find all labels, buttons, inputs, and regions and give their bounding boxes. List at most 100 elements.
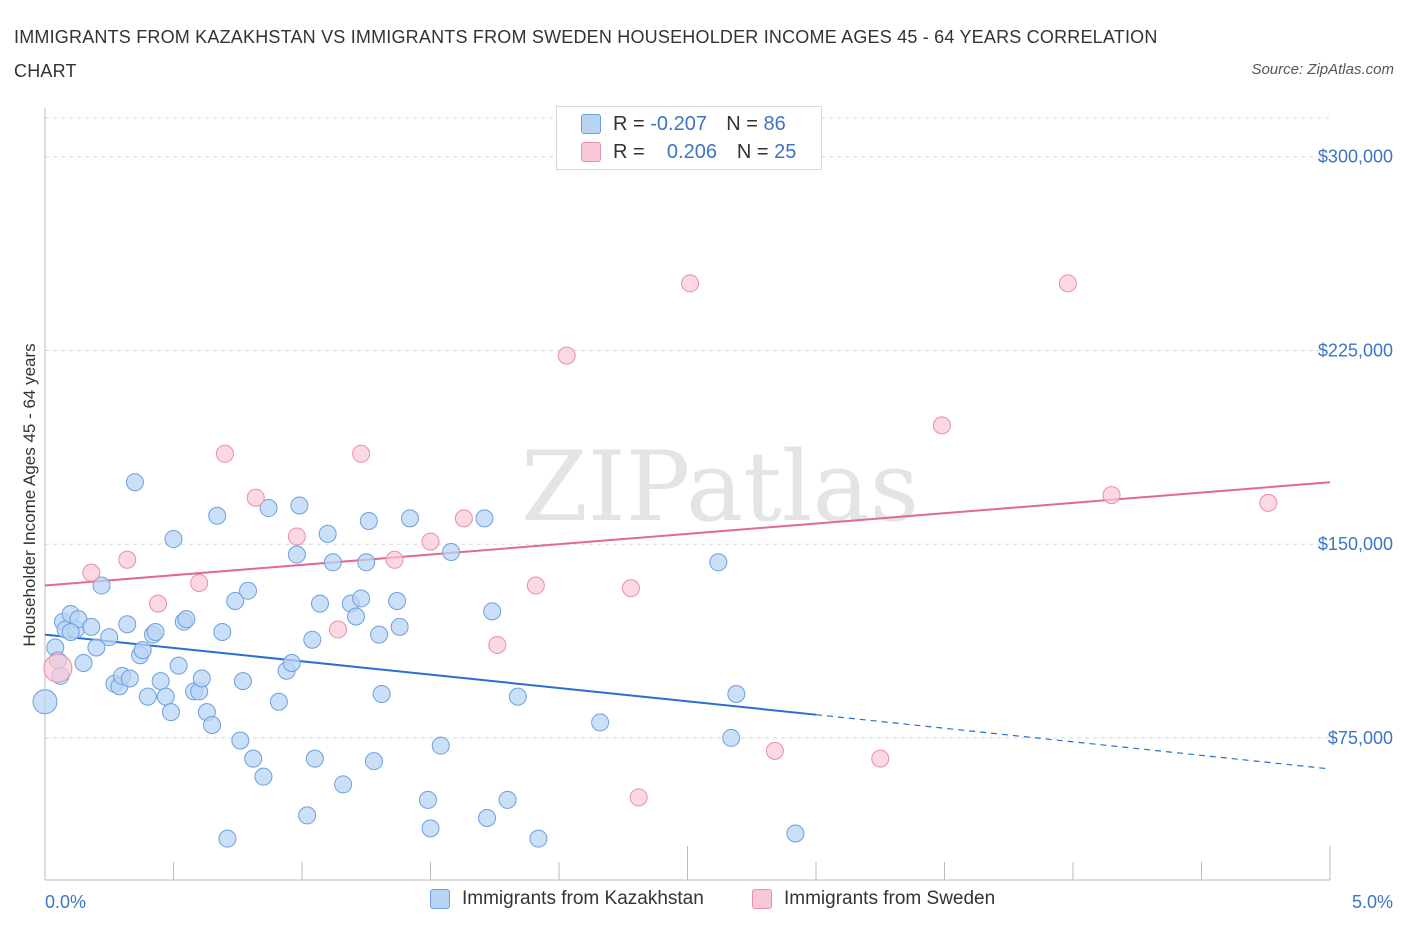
kazakhstan-point <box>100 628 119 647</box>
grid-lines <box>45 117 1330 739</box>
x-tick-label: 0.0% <box>45 892 86 912</box>
sweden-point <box>421 532 440 551</box>
kazakhstan-point <box>370 625 389 644</box>
kazakhstan-point <box>305 749 324 768</box>
kazakhstan-point <box>359 511 378 530</box>
kazakhstan-point <box>346 607 365 626</box>
sweden-point <box>190 573 209 592</box>
kazakhstan-point <box>475 509 494 528</box>
series-legend: Immigrants from Kazakhstan Immigrants fr… <box>0 888 1406 916</box>
sweden-point <box>526 576 545 595</box>
kazakhstan-swatch <box>581 114 601 134</box>
sweden-point <box>43 653 73 683</box>
kazakhstan-point <box>177 610 196 629</box>
kazakhstan-point <box>303 630 322 649</box>
kazakhstan-point <box>498 790 517 809</box>
kazakhstan-point <box>442 542 461 561</box>
sweden-points <box>43 274 1278 807</box>
r-label: R = <box>613 140 645 163</box>
r-value: -0.207 <box>650 112 707 135</box>
kazakhstan-point <box>138 687 157 706</box>
kazakhstan-point <box>318 524 337 543</box>
kazakhstan-point <box>208 506 227 525</box>
sweden-point <box>215 444 234 463</box>
watermark: ZIPatlas <box>521 431 919 543</box>
kazakhstan-point <box>352 589 371 608</box>
source-label: Source: ZipAtlas.com <box>1251 61 1394 78</box>
kazakhstan-point <box>218 829 237 848</box>
kazakhstan-point <box>161 703 180 722</box>
sweden-point <box>488 635 507 654</box>
sweden-point <box>765 741 784 760</box>
sweden-point <box>629 788 648 807</box>
kazakhstan-points <box>32 473 805 848</box>
kazakhstan-point <box>192 669 211 688</box>
kazakhstan-point <box>334 775 353 794</box>
x-tick-label: 5.0% <box>1352 892 1393 912</box>
n-label: N = <box>736 140 769 163</box>
y-tick-label: $75,000 <box>1328 728 1393 748</box>
legend-label-sweden: Immigrants from Sweden <box>784 888 996 909</box>
kazakhstan-point <box>722 728 741 747</box>
stats-legend: R = -0.207 N = 86 R = 0.206 N = 25 <box>556 106 822 170</box>
sweden-point <box>932 416 951 435</box>
kazakhstan-point <box>244 749 263 768</box>
x-tick-labels: 0.0% 5.0% <box>45 892 1393 912</box>
y-tick-label: $300,000 <box>1318 147 1393 167</box>
y-tick-label: $225,000 <box>1318 340 1393 360</box>
y-tick-label: $150,000 <box>1318 534 1393 554</box>
kazakhstan-trend-line <box>44 633 817 716</box>
kazakhstan-point <box>282 654 301 673</box>
kazakhstan-point <box>357 553 376 572</box>
kazakhstan-point <box>61 623 80 642</box>
sweden-point <box>328 620 347 639</box>
kazakhstan-point <box>323 553 342 572</box>
kazakhstan-point <box>151 672 170 691</box>
kazakhstan-point <box>290 496 309 515</box>
kazakhstan-point <box>727 685 746 704</box>
sweden-swatch <box>752 889 772 909</box>
sweden-point <box>287 527 306 546</box>
kazakhstan-point <box>709 553 728 572</box>
kazakhstan-point <box>87 638 106 657</box>
kazakhstan-point <box>421 819 440 838</box>
kazakhstan-point <box>388 592 407 611</box>
kazakhstan-point <box>32 689 58 715</box>
legend-item-sweden: Immigrants from Sweden <box>752 888 995 910</box>
sweden-point <box>681 274 700 293</box>
r-label: R = <box>613 112 645 135</box>
kazakhstan-point <box>118 615 137 634</box>
sweden-point <box>352 444 371 463</box>
kazakhstan-point <box>310 594 329 613</box>
kazakhstan-point <box>213 623 232 642</box>
n-value: 25 <box>774 140 797 163</box>
legend-item-kazakhstan: Immigrants from Kazakhstan <box>430 888 704 910</box>
kazakhstan-swatch <box>430 889 450 909</box>
kazakhstan-point <box>431 736 450 755</box>
sweden-point <box>454 509 473 528</box>
kazakhstan-point <box>418 790 437 809</box>
kazakhstan-point <box>786 824 805 843</box>
kazakhstan-point <box>233 672 252 691</box>
kazakhstan-point <box>133 641 152 660</box>
sweden-point <box>1259 493 1278 512</box>
kazakhstan-point <box>92 576 111 595</box>
y-tick-labels: $75,000 $150,000 $225,000 $300,000 <box>1318 147 1393 748</box>
r-value: 0.206 <box>666 140 717 163</box>
kazakhstan-point <box>231 731 250 750</box>
kazakhstan-point <box>82 617 101 636</box>
axes <box>44 108 1331 881</box>
sweden-point <box>82 563 101 582</box>
sweden-swatch <box>581 142 601 162</box>
sweden-point <box>118 550 137 569</box>
n-value: 86 <box>763 112 786 135</box>
sweden-point <box>246 488 265 507</box>
kazakhstan-point <box>239 581 258 600</box>
kazakhstan-point <box>146 623 165 642</box>
sweden-point <box>1058 274 1077 293</box>
kazakhstan-trend-extension <box>815 714 1331 770</box>
kazakhstan-point <box>120 669 139 688</box>
kazakhstan-point <box>269 692 288 711</box>
stats-row-kazakhstan: R = -0.207 N = 86 <box>581 110 786 138</box>
